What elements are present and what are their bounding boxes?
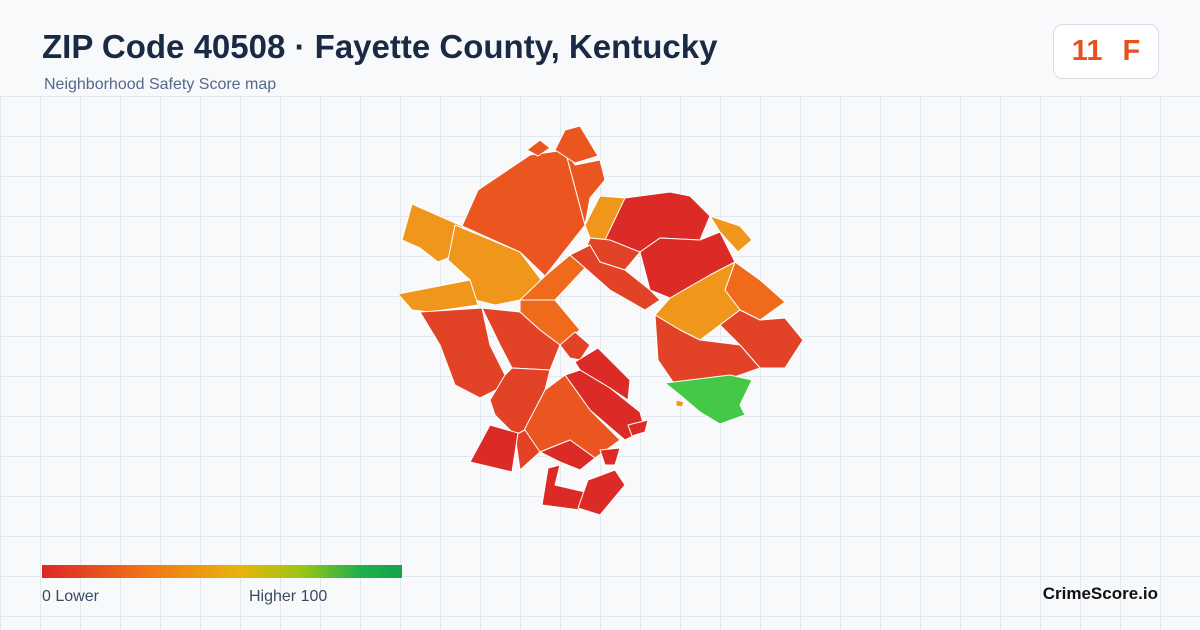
map-region[interactable] [664,374,753,425]
map-region[interactable] [675,399,685,408]
map-region[interactable] [577,469,626,516]
map-region[interactable] [627,419,649,437]
map-region[interactable] [554,125,599,164]
map-region[interactable] [539,439,596,471]
legend-color-bar [42,565,402,578]
map-region[interactable] [519,254,586,301]
header: ZIP Code 40508 · Fayette County, Kentuck… [0,0,1200,97]
map-region[interactable] [469,424,519,473]
map-region[interactable] [654,314,761,386]
map-region[interactable] [599,447,621,466]
legend-min-label: 0 Lower [42,588,99,605]
legend-max-label: Higher 100 [249,588,328,605]
score-grade: F [1122,35,1141,67]
map-region[interactable] [481,307,561,371]
brand-logo-text: CrimeScore.io [1042,584,1158,603]
safety-score-badge: 11 F [1053,24,1159,79]
map-region[interactable] [447,224,546,306]
score-value: 11 [1071,35,1103,67]
map-region[interactable] [397,279,479,313]
page-title: ZIP Code 40508 · Fayette County, Kentuck… [42,28,718,65]
map-region[interactable] [526,139,551,157]
map-region[interactable] [541,464,586,511]
map-region[interactable] [559,331,591,361]
map-region[interactable] [709,215,753,253]
map-region[interactable] [569,244,661,311]
page-subtitle: Neighborhood Safety Score map [44,76,277,93]
